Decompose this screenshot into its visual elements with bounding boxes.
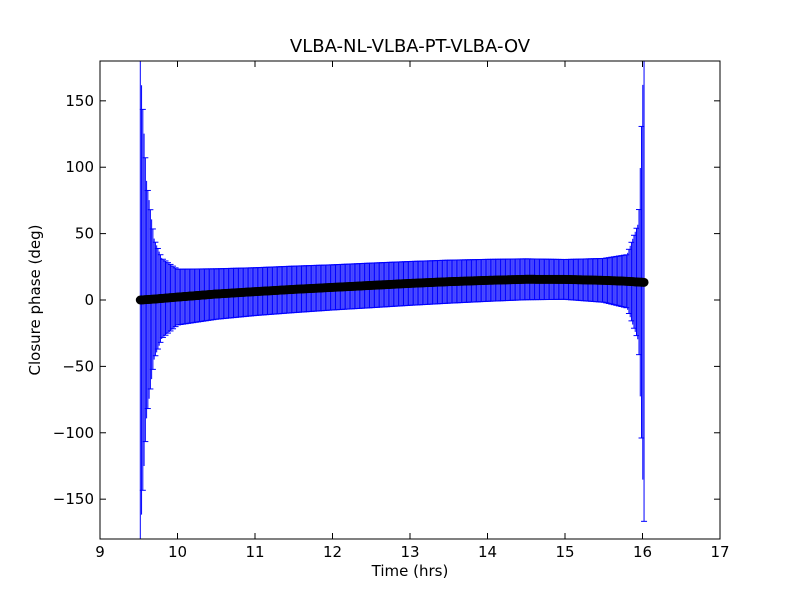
plot-area (135, 61, 649, 539)
y-tick-label: 100 (65, 158, 94, 176)
x-tick-label: 15 (555, 543, 574, 561)
x-tick-label: 17 (710, 543, 729, 561)
x-tick-label: 14 (478, 543, 497, 561)
x-tick-label: 11 (245, 543, 264, 561)
x-tick-label: 10 (168, 543, 187, 561)
x-tick-label: 12 (323, 543, 342, 561)
error-caps (137, 61, 648, 539)
y-axis-label: Closure phase (deg) (26, 225, 44, 376)
y-tick-label: −50 (62, 357, 94, 375)
data-point (639, 277, 649, 287)
y-tick-label: −100 (53, 424, 94, 442)
x-tick-label: 13 (400, 543, 419, 561)
axis-ticks: 9 10 11 12 13 14 15 16 17 −150 −100 −50 0 50 100 150 (53, 61, 730, 561)
y-tick-label: 0 (84, 291, 94, 309)
data-markers (135, 274, 649, 305)
y-tick-label: 150 (65, 92, 94, 110)
y-tick-label: −150 (53, 490, 94, 508)
chart-title: VLBA-NL-VLBA-PT-VLBA-OV (290, 36, 531, 57)
x-tick-label: 16 (633, 543, 652, 561)
x-tick-label: 9 (95, 543, 105, 561)
plot-clip-group (135, 61, 649, 539)
y-tick-label: 50 (75, 225, 94, 243)
x-axis-label: Time (hrs) (371, 562, 449, 580)
